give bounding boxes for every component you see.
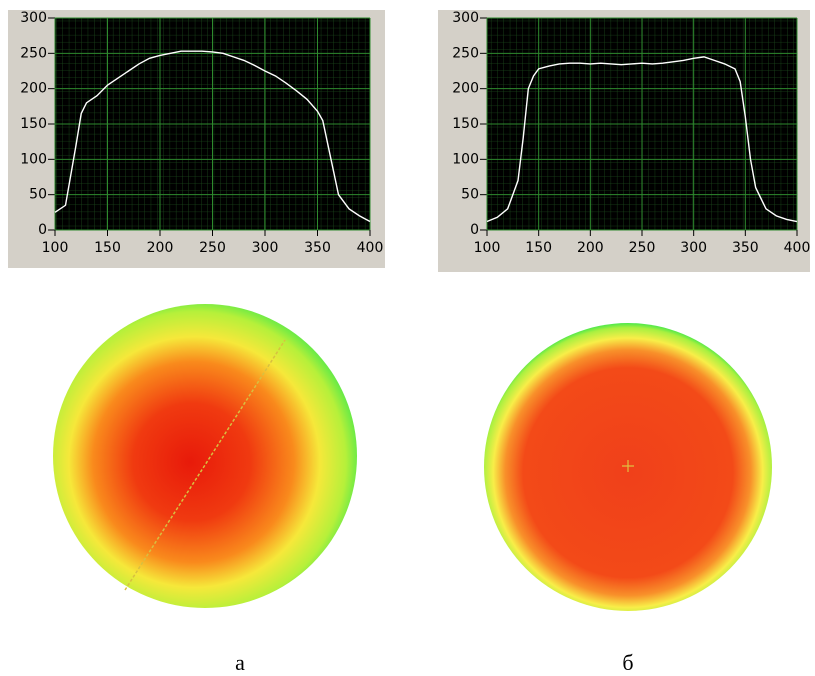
caption: б bbox=[622, 650, 633, 675]
x-tick-label: 200 bbox=[147, 240, 174, 256]
y-tick-label: 0 bbox=[470, 222, 479, 238]
x-tick-label: 350 bbox=[732, 240, 759, 256]
x-tick-label: 400 bbox=[357, 240, 384, 256]
y-tick-label: 300 bbox=[20, 10, 47, 26]
y-tick-label: 0 bbox=[38, 222, 47, 238]
y-tick-label: 200 bbox=[452, 81, 479, 97]
y-tick-label: 50 bbox=[29, 187, 47, 203]
x-tick-label: 350 bbox=[304, 240, 331, 256]
x-tick-label: 100 bbox=[474, 240, 501, 256]
x-tick-label: 300 bbox=[680, 240, 707, 256]
caption: а bbox=[235, 650, 245, 675]
x-tick-label: 150 bbox=[94, 240, 121, 256]
x-tick-label: 100 bbox=[42, 240, 69, 256]
y-tick-label: 100 bbox=[452, 151, 479, 167]
x-tick-label: 200 bbox=[577, 240, 604, 256]
y-tick-label: 300 bbox=[452, 10, 479, 26]
y-tick-label: 250 bbox=[20, 45, 47, 61]
y-tick-label: 150 bbox=[20, 116, 47, 132]
y-tick-label: 100 bbox=[20, 151, 47, 167]
x-tick-label: 150 bbox=[525, 240, 552, 256]
x-tick-label: 300 bbox=[252, 240, 279, 256]
x-tick-label: 400 bbox=[784, 240, 811, 256]
y-tick-label: 200 bbox=[20, 81, 47, 97]
intensity-map bbox=[53, 304, 357, 608]
y-tick-label: 250 bbox=[452, 45, 479, 61]
x-tick-label: 250 bbox=[629, 240, 656, 256]
figure: а б 0 50 100 150 200 250 300 100 150 200 250 300 350… bbox=[0, 0, 815, 676]
y-tick-label: 50 bbox=[461, 187, 479, 203]
x-tick-label: 250 bbox=[199, 240, 226, 256]
y-tick-label: 150 bbox=[452, 116, 479, 132]
